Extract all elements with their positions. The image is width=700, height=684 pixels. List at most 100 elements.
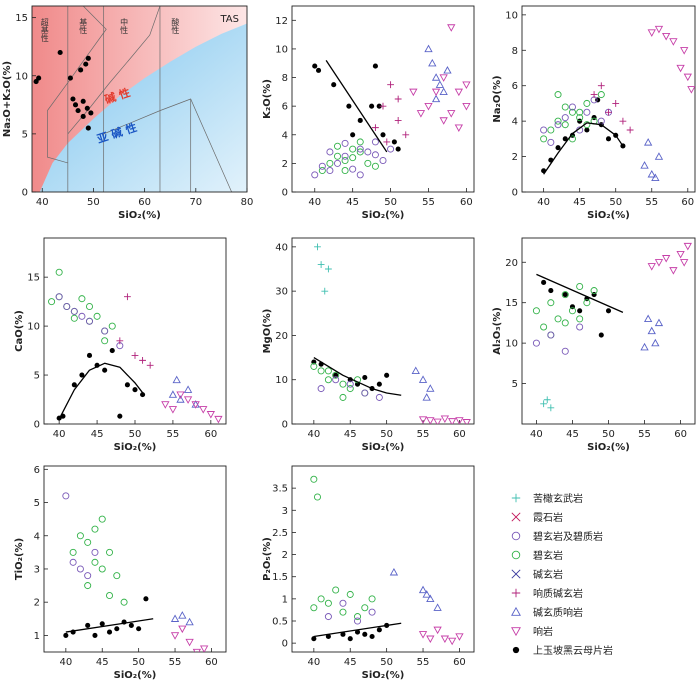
point-mica <box>67 75 73 81</box>
point-basanite <box>540 126 548 134</box>
y-tick-label: 5 <box>22 129 28 140</box>
point-phonolite <box>192 648 202 652</box>
y-tick-label: 15 <box>15 13 28 24</box>
point-basanite <box>317 385 325 393</box>
point-nephelinite <box>540 135 548 143</box>
point-mica <box>132 387 138 393</box>
point-nephelinite <box>85 303 94 311</box>
trend-line <box>536 273 624 313</box>
panel-mgo: 40 45 50 55 60 0 10 20 30 40 SiO₂(%) MgO(%) <box>262 237 475 453</box>
point-phonolite <box>454 88 463 97</box>
point-phonolite <box>214 415 223 424</box>
point-nephelinite <box>313 493 321 501</box>
point-phonotephrite <box>654 152 664 160</box>
legend-marker-picrite <box>511 493 521 502</box>
legend-label: 碱玄质响岩 <box>533 608 583 619</box>
x-tick-label: 40 <box>307 657 320 668</box>
y-tick-label: 2 <box>34 598 40 609</box>
point-phonotephrite <box>185 617 194 626</box>
point-mica <box>312 63 318 69</box>
point-basanite <box>554 121 562 129</box>
point-nephelinite <box>55 268 63 276</box>
point-phonolite <box>433 418 442 424</box>
point-phonolite <box>168 406 178 414</box>
rock-type-label: 酸性 <box>171 17 180 34</box>
point-nephelinite <box>91 525 99 533</box>
point-phonolite <box>183 396 193 404</box>
point-nephelinite <box>317 595 325 603</box>
point-picrite <box>314 243 321 251</box>
y-tick-label: 5 <box>512 379 518 390</box>
point-basanite <box>55 293 63 301</box>
point-phonolite <box>462 419 471 424</box>
y-axis-label: Na₂O+K₂O(%) <box>2 61 13 137</box>
y-tick-label: 3.5 <box>272 484 288 495</box>
point-nephelinite <box>540 323 548 331</box>
point-mica <box>362 631 368 637</box>
point-mica <box>384 372 390 378</box>
legend-marker <box>511 550 521 559</box>
x-tick-label: 55 <box>638 429 651 440</box>
point-phonolite <box>191 401 200 409</box>
x-tick-label: 45 <box>573 197 586 208</box>
y-tick-label: 6 <box>512 81 518 92</box>
point-phonotephrite <box>433 603 442 611</box>
legend-label: 响岩 <box>533 627 553 638</box>
plot-frame <box>521 237 696 425</box>
point-phonolite <box>662 32 671 41</box>
point-mica <box>369 103 375 109</box>
point-mica <box>376 381 382 387</box>
legend-label: 上玉坡黑云母片岩 <box>533 646 613 657</box>
point-basanite <box>364 148 372 156</box>
y-tick-label: 30 <box>275 287 288 298</box>
x-tick-label: 40 <box>59 657 72 668</box>
legend-item-mica: 上玉坡黑云母片岩 <box>505 640 695 659</box>
point-basanite <box>326 167 334 175</box>
legend-item-foidite: 霞石岩 <box>505 507 695 526</box>
point-mica <box>350 132 356 138</box>
point-tephrite <box>597 82 605 90</box>
point-phonolite <box>454 124 463 132</box>
point-basanite <box>568 103 576 111</box>
point-phonolite <box>206 411 215 419</box>
point-phonolite <box>431 88 441 97</box>
point-mica <box>347 636 353 642</box>
x-tick-label: 55 <box>422 197 435 208</box>
legend: 苦橄玄武岩 霞石岩 碧玄岩及碧质岩 碧玄岩 碱玄岩 响质碱玄岩 碱玄质响岩 响岩 上玉坡黑云母片… <box>505 488 695 659</box>
point-phonotephrite <box>418 375 428 383</box>
point-picrite <box>321 287 329 295</box>
point-nephelinite <box>346 590 354 598</box>
rock-type-label: 基性 <box>79 17 88 34</box>
point-tephrite <box>402 131 410 139</box>
point-nephelinite <box>78 295 86 303</box>
point-nephelinite <box>361 604 369 612</box>
point-phonolite <box>418 416 428 424</box>
point-mica <box>70 96 76 102</box>
point-nephelinite <box>120 598 128 606</box>
point-basanite <box>349 165 357 173</box>
point-tephrite <box>619 117 627 125</box>
point-basanite <box>62 492 70 500</box>
point-basanite <box>341 152 349 160</box>
x-tick-label: 60 <box>205 657 218 668</box>
point-phonolite <box>683 73 692 82</box>
point-phonolite <box>680 47 689 55</box>
legend-marker-phonolite <box>511 626 521 636</box>
point-mica <box>72 102 79 108</box>
y-axis-label: CaO(%) <box>14 310 25 352</box>
point-tephrite <box>387 81 394 89</box>
x-axis-label: SiO₂(%) <box>114 670 157 681</box>
legend-marker-tephrite <box>511 588 521 597</box>
plot-frame <box>291 5 475 193</box>
point-mica <box>92 632 98 638</box>
point-mica <box>84 105 90 111</box>
point-tephrite <box>394 95 402 103</box>
y-tick-label: 1 <box>282 594 288 605</box>
point-basanite <box>532 339 540 347</box>
point-phonolite <box>433 626 442 635</box>
point-phonotephrite <box>647 326 656 335</box>
point-basanite <box>561 114 569 122</box>
point-mica <box>325 633 331 640</box>
legend-label: 碱玄岩 <box>533 570 563 581</box>
